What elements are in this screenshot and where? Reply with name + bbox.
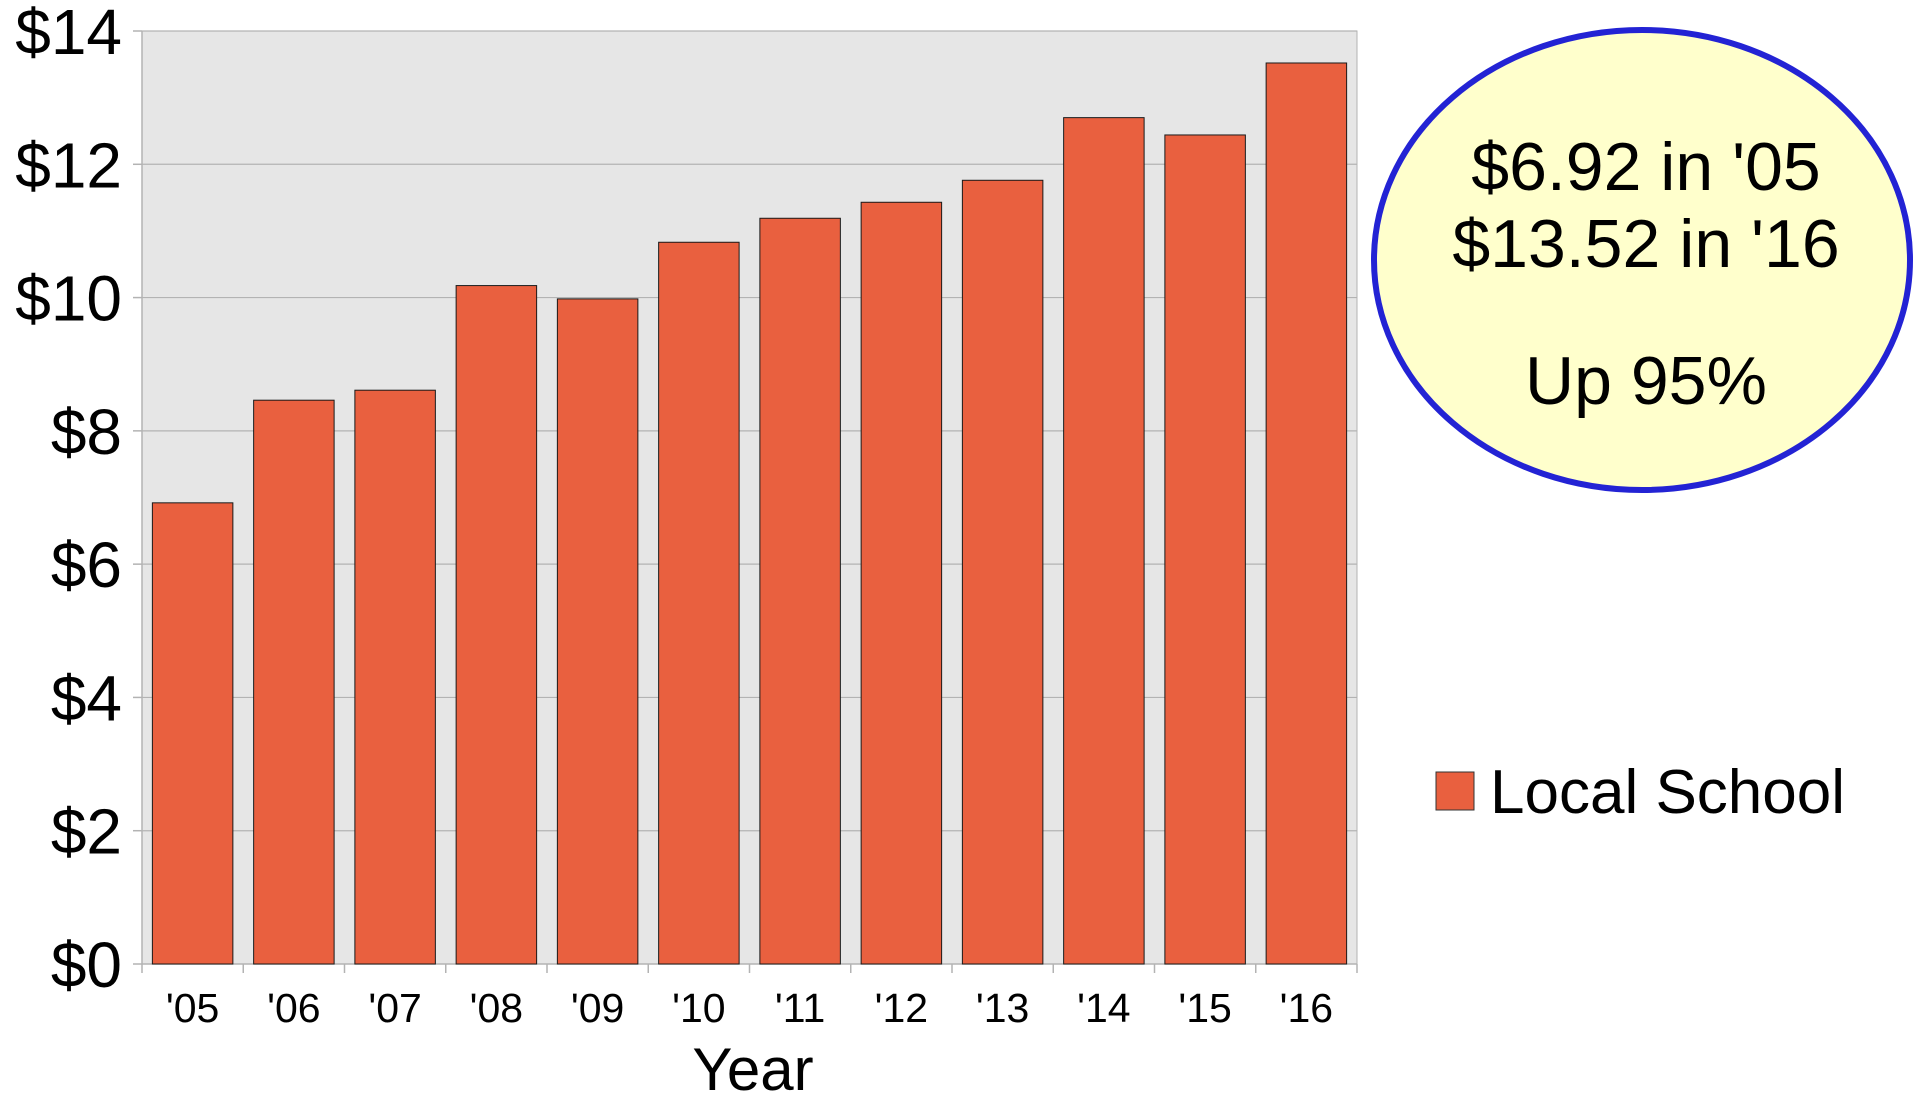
- callout: $6.92 in '05 $13.52 in '16 Up 95%: [1371, 27, 1913, 493]
- legend: Local School: [1435, 758, 1845, 827]
- y-tick-labels: $0 $2 $4 $6 $8 $10 $12 $14: [15, 0, 122, 1001]
- y-tick-label: $14: [15, 0, 122, 68]
- callout-line-3: Up 95%: [1525, 343, 1767, 419]
- bar: [556, 298, 639, 965]
- y-tick-label: $2: [51, 796, 122, 868]
- x-tick-label: '08: [470, 985, 523, 1031]
- x-tick-labels: '05 '06 '07 '08 '09 '10 '11 '12 '13 '14 '15 '16: [166, 985, 1333, 1031]
- x-axis-title: Year: [692, 1036, 813, 1094]
- gridlines: [142, 30, 1357, 832]
- x-tick-label: '07: [368, 985, 421, 1031]
- bar: [961, 179, 1044, 965]
- bar: [1164, 134, 1246, 965]
- bar: [759, 217, 841, 965]
- bars: [151, 62, 1348, 965]
- bar: [1063, 117, 1145, 965]
- x-tick-label: '10: [672, 985, 725, 1031]
- bar: [860, 201, 943, 965]
- legend-swatch: [1435, 771, 1475, 811]
- bar: [658, 241, 740, 965]
- y-tick-label: $12: [15, 129, 122, 201]
- bar: [354, 389, 436, 965]
- y-tick-label: $4: [51, 662, 122, 734]
- y-tick-label: $10: [15, 263, 122, 335]
- axes: [133, 30, 1358, 973]
- x-tick-label: '16: [1280, 985, 1333, 1031]
- x-tick-label: '12: [875, 985, 928, 1031]
- x-tick-label: '09: [571, 985, 624, 1031]
- legend-label: Local School: [1490, 758, 1845, 827]
- callout-ellipse: [1371, 27, 1913, 493]
- callout-line-2: $13.52 in '16: [1452, 206, 1839, 282]
- bar: [1265, 62, 1348, 965]
- x-tick-label: '15: [1178, 985, 1231, 1031]
- bar: [455, 285, 538, 965]
- callout-line-1: $6.92 in '05: [1471, 129, 1821, 205]
- bar: [151, 502, 234, 965]
- x-tick-label: '11: [775, 985, 825, 1031]
- x-tick-label: '13: [976, 985, 1029, 1031]
- y-tick-label: $6: [51, 529, 122, 601]
- bar: [253, 399, 335, 965]
- plot-area: [141, 30, 1358, 965]
- x-tick-label: '06: [267, 985, 320, 1031]
- y-tick-label: $0: [51, 929, 122, 1001]
- x-tick-label: '14: [1077, 985, 1130, 1031]
- y-tick-label: $8: [51, 396, 122, 468]
- x-tick-label: '05: [166, 985, 219, 1031]
